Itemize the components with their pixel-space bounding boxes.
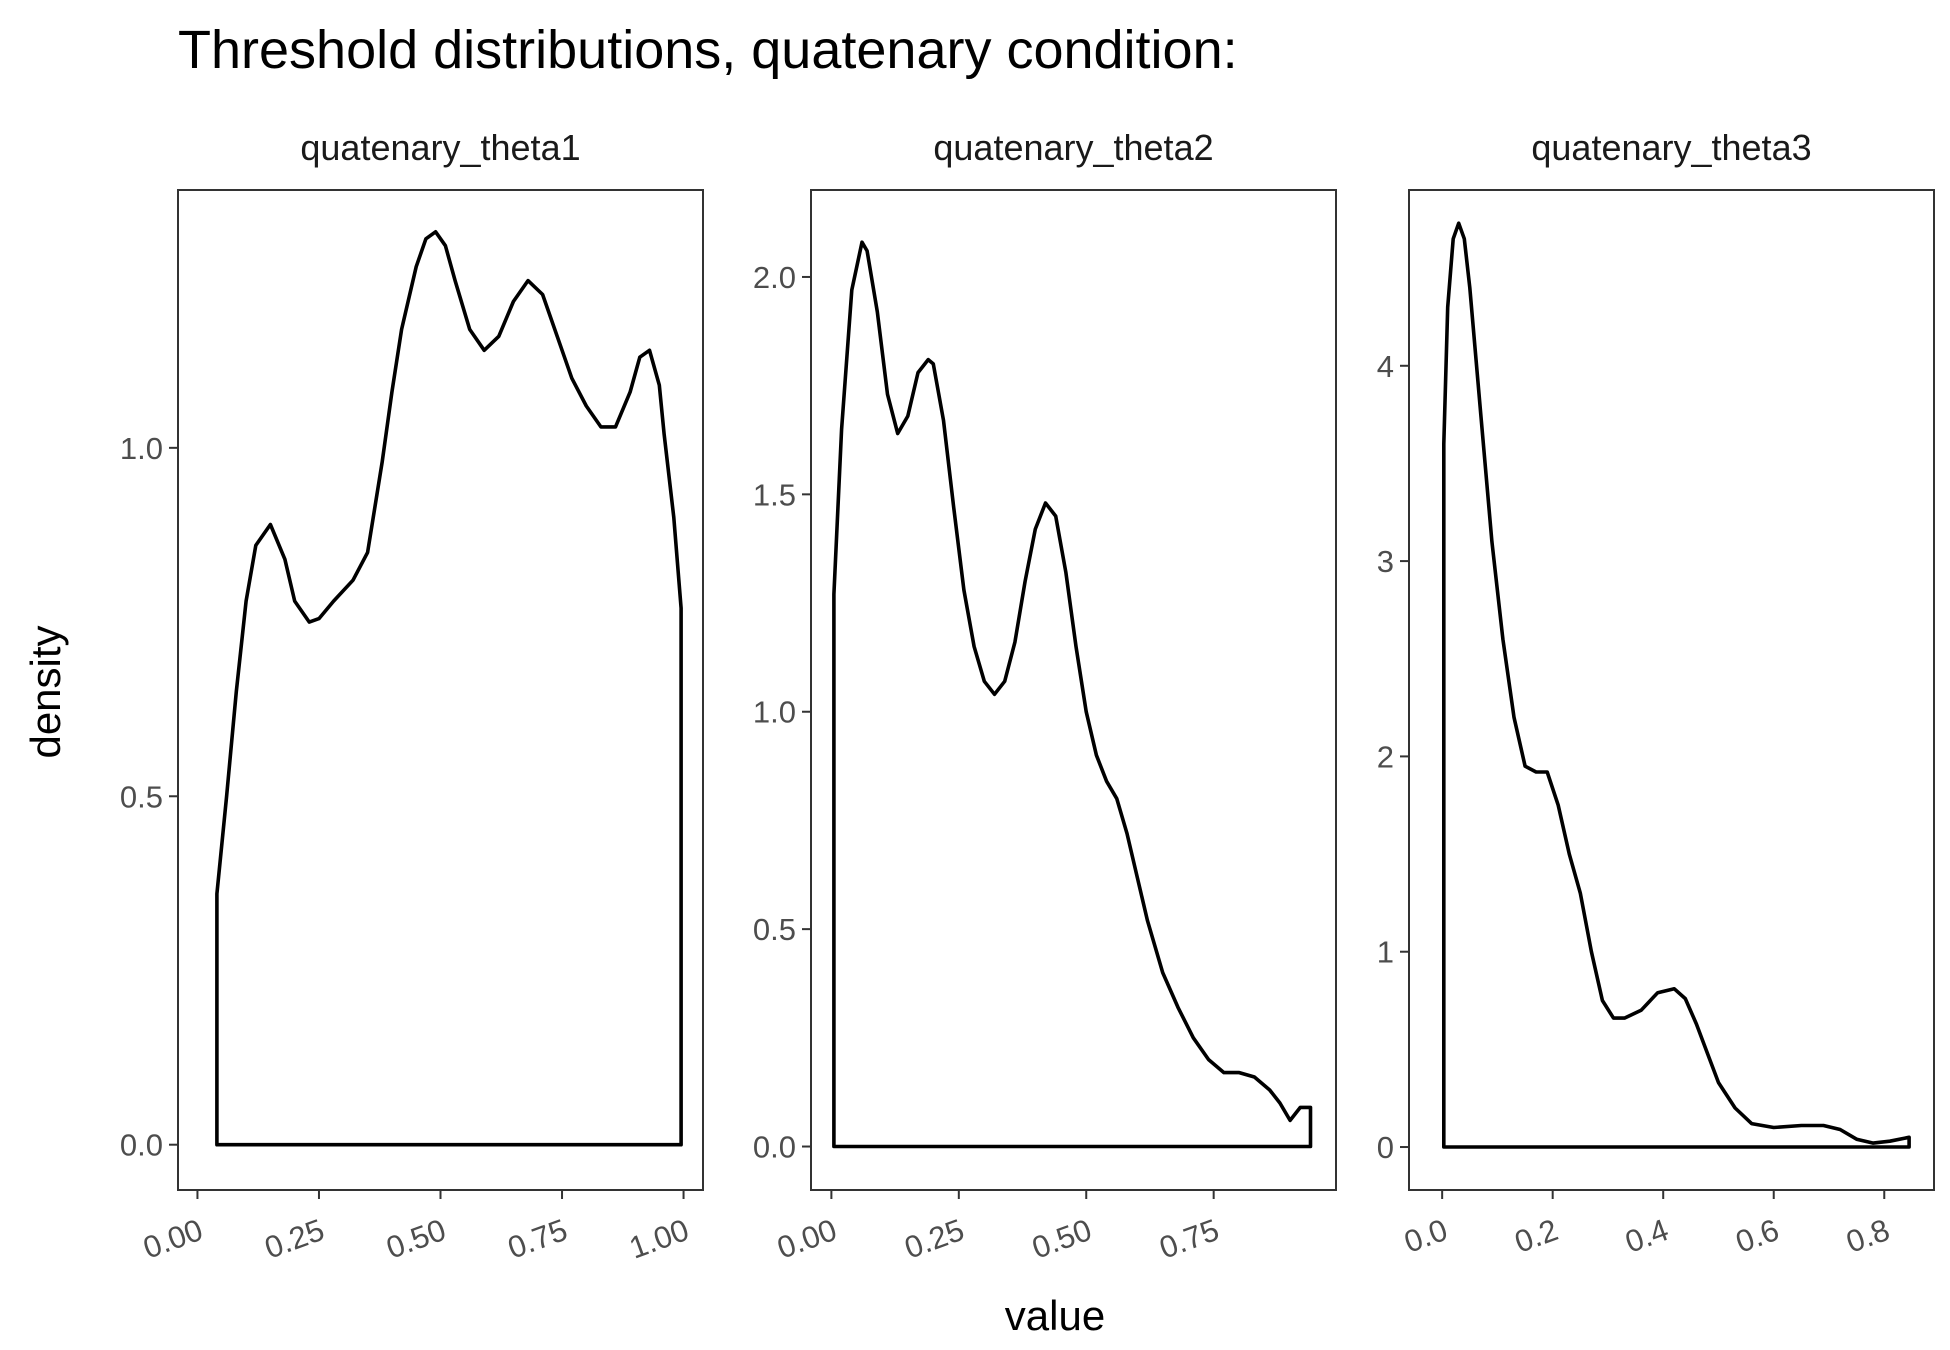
y-axis-title: density	[22, 625, 69, 758]
panel-border	[1408, 189, 1935, 1191]
facet-strip-label: quatenary_theta1	[300, 127, 580, 168]
x-tick-label: 0.2	[1510, 1212, 1562, 1260]
x-tick-label: 0.25	[260, 1212, 329, 1266]
x-tick-label: 0.0	[1399, 1212, 1451, 1260]
density-curve	[215, 230, 683, 1147]
x-tick-label: 1.00	[625, 1212, 694, 1266]
facet-panel-1: quatenary_theta1 0.0 0.5 1.0 0.00 0.25 0.50 0.7…	[120, 127, 704, 1266]
x-tick-label: 0.4	[1621, 1212, 1673, 1260]
y-tick-label: 4	[1377, 349, 1394, 384]
y-tick-label: 1	[1377, 935, 1394, 970]
chart-title: Threshold distributions, quatenary condi…	[178, 20, 1238, 80]
y-tick-label: 1.0	[753, 695, 796, 730]
y-tick-label: 0.0	[120, 1128, 163, 1163]
x-tick-label: 0.6	[1731, 1212, 1783, 1260]
x-tick-label: 0.50	[382, 1212, 451, 1266]
facet-strip-label: quatenary_theta2	[933, 127, 1213, 168]
density-curve	[1442, 221, 1911, 1149]
y-tick-label: 2.0	[753, 260, 796, 295]
x-tick-label: 0.75	[503, 1212, 572, 1266]
x-tick-label: 0.50	[1027, 1212, 1096, 1266]
x-tick-label: 0.75	[1155, 1212, 1224, 1266]
x-tick-label: 0.25	[900, 1212, 969, 1266]
panel-border	[810, 189, 1337, 1191]
y-tick-label: 3	[1377, 544, 1394, 579]
density-curve	[832, 240, 1313, 1149]
y-tick-label: 1.0	[120, 431, 163, 466]
panel-border	[177, 189, 704, 1191]
y-tick-label: 0.0	[753, 1130, 796, 1165]
facet-panel-2: quatenary_theta2 0.0 0.5 1.0 1.5 2.0 0.00 0.25 0…	[753, 127, 1337, 1266]
y-tick-label: 1.5	[753, 477, 796, 512]
facet-strip-label: quatenary_theta3	[1531, 127, 1811, 168]
facet-panel-3: quatenary_theta3 0 1 2 3 4 0.0 0.2 0.4 0.6 0.8	[1377, 127, 1935, 1260]
y-tick-label: 0.5	[120, 779, 163, 814]
x-tick-label: 0.8	[1842, 1212, 1894, 1260]
y-tick-label: 0	[1377, 1130, 1394, 1165]
x-axis-title: value	[1005, 1292, 1105, 1339]
y-tick-label: 2	[1377, 739, 1394, 774]
y-tick-label: 0.5	[753, 912, 796, 947]
x-tick-label: 0.00	[139, 1212, 208, 1266]
x-tick-label: 0.00	[773, 1212, 842, 1266]
